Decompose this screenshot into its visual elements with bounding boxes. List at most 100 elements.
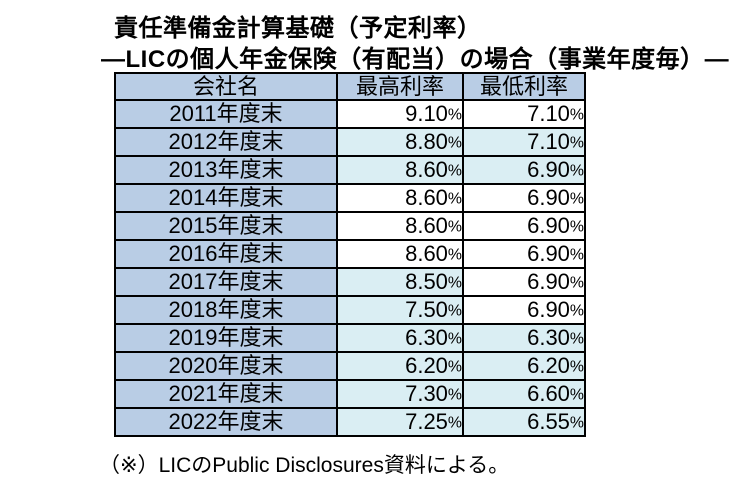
table-row: 2022年度末 7.25% 6.55% <box>114 407 586 437</box>
table-row: 2019年度末 6.30% 6.30% <box>114 323 586 353</box>
percent-sign: % <box>447 302 462 320</box>
fiscal-year-cell: 2013年度末 <box>114 155 338 185</box>
table-row: 2021年度末 7.30% 6.60% <box>114 379 586 409</box>
rate-value: 6.90 <box>527 241 570 266</box>
min-rate-cell: 6.20% <box>462 351 586 381</box>
fiscal-year-cell: 2022年度末 <box>114 407 338 437</box>
min-rate-cell: 6.55% <box>462 407 586 437</box>
fiscal-year-cell: 2018年度末 <box>114 295 338 325</box>
min-rate-cell: 6.90% <box>462 183 586 213</box>
max-rate-cell: 8.50% <box>336 267 464 297</box>
percent-sign: % <box>447 386 462 404</box>
max-rate-cell: 7.30% <box>336 379 464 409</box>
footnote: （※）LICのPublic Disclosures資料による。 <box>99 454 510 477</box>
rate-value: 6.20 <box>405 353 448 378</box>
rate-value: 7.25 <box>405 409 448 434</box>
rate-value: 6.60 <box>527 381 570 406</box>
percent-sign: % <box>569 414 584 432</box>
percent-sign: % <box>569 358 584 376</box>
rate-value: 6.55 <box>527 409 570 434</box>
fiscal-year-cell: 2012年度末 <box>114 127 338 157</box>
percent-sign: % <box>569 330 584 348</box>
min-rate-cell: 6.90% <box>462 155 586 185</box>
column-header-max-rate: 最高利率 <box>336 72 464 101</box>
max-rate-cell: 8.60% <box>336 183 464 213</box>
table-row: 2014年度末 8.60% 6.90% <box>114 183 586 213</box>
rate-value: 9.10 <box>405 101 448 126</box>
table-row: 2012年度末 8.80% 7.10% <box>114 127 586 157</box>
max-rate-cell: 6.30% <box>336 323 464 353</box>
max-rate-cell: 8.80% <box>336 127 464 157</box>
percent-sign: % <box>569 190 584 208</box>
min-rate-cell: 6.90% <box>462 295 586 325</box>
max-rate-cell: 7.25% <box>336 407 464 437</box>
rate-value: 6.90 <box>527 213 570 238</box>
rate-value: 8.50 <box>405 269 448 294</box>
fiscal-year-cell: 2016年度末 <box>114 239 338 269</box>
rate-value: 6.90 <box>527 185 570 210</box>
max-rate-cell: 9.10% <box>336 99 464 129</box>
min-rate-cell: 7.10% <box>462 99 586 129</box>
page-subtitle: —LICの個人年金保険（有配当）の場合（事業年度毎）— <box>101 46 730 73</box>
table-row: 2015年度末 8.60% 6.90% <box>114 211 586 241</box>
rate-value: 7.50 <box>405 297 448 322</box>
percent-sign: % <box>569 218 584 236</box>
percent-sign: % <box>569 162 584 180</box>
rate-value: 8.60 <box>405 213 448 238</box>
percent-sign: % <box>569 302 584 320</box>
page-title: 責任準備金計算基礎（予定利率） <box>114 15 482 42</box>
percent-sign: % <box>569 246 584 264</box>
max-rate-cell: 7.50% <box>336 295 464 325</box>
rate-value: 7.30 <box>405 381 448 406</box>
min-rate-cell: 6.60% <box>462 379 586 409</box>
percent-sign: % <box>447 330 462 348</box>
percent-sign: % <box>569 134 584 152</box>
percent-sign: % <box>447 134 462 152</box>
column-header-min-rate: 最低利率 <box>462 72 586 101</box>
fiscal-year-cell: 2014年度末 <box>114 183 338 213</box>
percent-sign: % <box>447 218 462 236</box>
rate-value: 6.20 <box>527 353 570 378</box>
rate-value: 6.30 <box>405 325 448 350</box>
table-header-row: 会社名 最高利率 最低利率 <box>114 72 586 101</box>
rate-value: 6.90 <box>527 269 570 294</box>
min-rate-cell: 6.90% <box>462 211 586 241</box>
fiscal-year-cell: 2015年度末 <box>114 211 338 241</box>
table-body: 2011年度末 9.10% 7.10% 2012年度末 8.80% 7.10% 2013年度… <box>114 99 586 437</box>
rate-value: 6.90 <box>527 157 570 182</box>
percent-sign: % <box>569 386 584 404</box>
percent-sign: % <box>447 162 462 180</box>
percent-sign: % <box>447 358 462 376</box>
fiscal-year-cell: 2011年度末 <box>114 99 338 129</box>
percent-sign: % <box>447 106 462 124</box>
min-rate-cell: 6.90% <box>462 239 586 269</box>
rate-value: 8.80 <box>405 129 448 154</box>
fiscal-year-cell: 2020年度末 <box>114 351 338 381</box>
max-rate-cell: 8.60% <box>336 239 464 269</box>
percent-sign: % <box>447 190 462 208</box>
table-row: 2013年度末 8.60% 6.90% <box>114 155 586 185</box>
rate-value: 8.60 <box>405 157 448 182</box>
rate-value: 7.10 <box>527 129 570 154</box>
max-rate-cell: 8.60% <box>336 155 464 185</box>
percent-sign: % <box>569 274 584 292</box>
rate-value: 7.10 <box>527 101 570 126</box>
rate-value: 6.90 <box>527 297 570 322</box>
percent-sign: % <box>447 246 462 264</box>
table-row: 2020年度末 6.20% 6.20% <box>114 351 586 381</box>
percent-sign: % <box>447 274 462 292</box>
max-rate-cell: 6.20% <box>336 351 464 381</box>
rate-value: 6.30 <box>527 325 570 350</box>
rate-value: 8.60 <box>405 185 448 210</box>
rate-value: 8.60 <box>405 241 448 266</box>
interest-rate-table: 会社名 最高利率 最低利率 2011年度末 9.10% 7.10% 2012年度末 8.… <box>114 72 586 437</box>
fiscal-year-cell: 2019年度末 <box>114 323 338 353</box>
table-row: 2017年度末 8.50% 6.90% <box>114 267 586 297</box>
max-rate-cell: 8.60% <box>336 211 464 241</box>
fiscal-year-cell: 2021年度末 <box>114 379 338 409</box>
table-row: 2011年度末 9.10% 7.10% <box>114 99 586 129</box>
column-header-company: 会社名 <box>114 72 338 101</box>
fiscal-year-cell: 2017年度末 <box>114 267 338 297</box>
min-rate-cell: 7.10% <box>462 127 586 157</box>
